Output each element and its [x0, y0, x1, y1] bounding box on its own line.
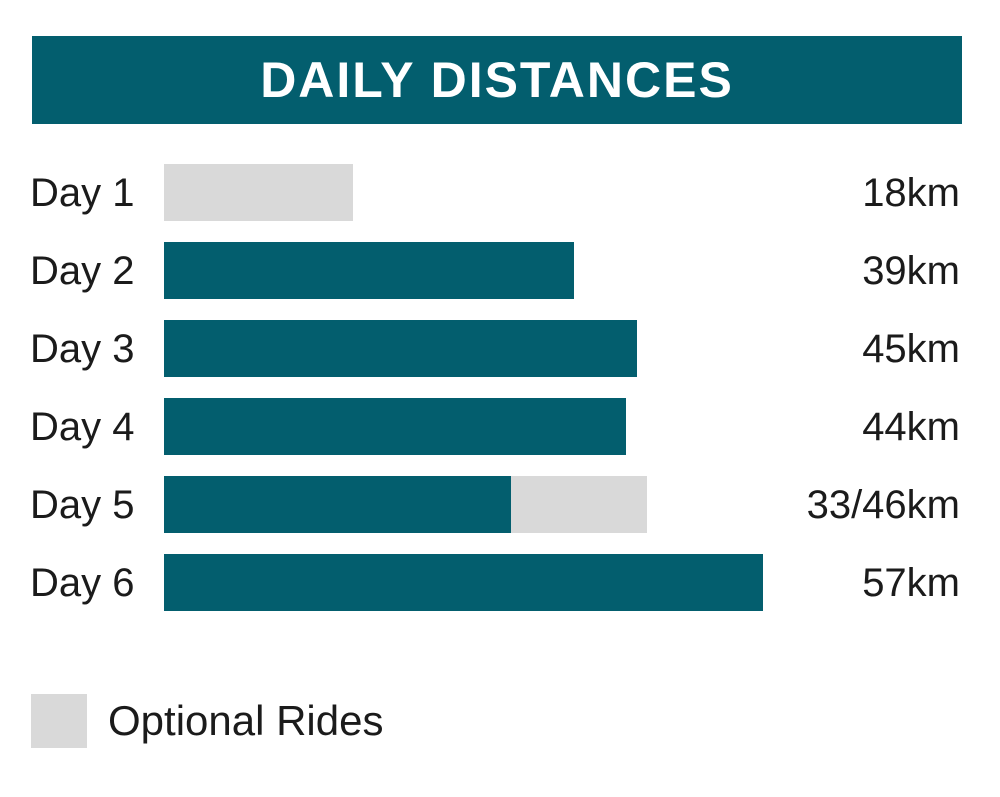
chart-row: Day 3 45km: [0, 320, 1000, 377]
chart-title-bar: DAILY DISTANCES: [32, 36, 962, 124]
bar-group: [164, 320, 637, 377]
chart-row: Day 6 57km: [0, 554, 1000, 611]
chart-row: Day 2 39km: [0, 242, 1000, 299]
legend-label: Optional Rides: [108, 697, 384, 744]
ride-bar-segment: [164, 554, 763, 611]
legend: Optional Rides: [31, 694, 383, 748]
bar-group: [164, 242, 574, 299]
ride-bar-segment: [164, 398, 626, 455]
optional-ride-bar-segment: [164, 164, 353, 221]
day-label: Day 4: [30, 404, 135, 449]
distance-label: 39km: [862, 248, 960, 293]
ride-bar-segment: [164, 476, 511, 533]
day-label: Day 3: [30, 326, 135, 371]
optional-rides-swatch: [31, 694, 87, 748]
bar-chart: Day 1 18km Day 2 39km Day 3 45km Day 4 44km Day …: [0, 164, 1000, 632]
distance-label: 44km: [862, 404, 960, 449]
bar-group: [164, 554, 763, 611]
day-label: Day 5: [30, 482, 135, 527]
bar-group: [164, 398, 626, 455]
chart-title: DAILY DISTANCES: [260, 52, 734, 108]
distance-label: 57km: [862, 560, 960, 605]
optional-ride-bar-segment: [510, 476, 647, 533]
chart-row: Day 4 44km: [0, 398, 1000, 455]
ride-bar-segment: [164, 242, 574, 299]
day-label: Day 6: [30, 560, 135, 605]
day-label: Day 1: [30, 170, 135, 215]
distance-label: 33/46km: [806, 482, 960, 527]
distance-label: 45km: [862, 326, 960, 371]
distance-label: 18km: [862, 170, 960, 215]
bar-group: [164, 164, 353, 221]
chart-row: Day 1 18km: [0, 164, 1000, 221]
day-label: Day 2: [30, 248, 135, 293]
bar-group: [164, 476, 647, 533]
ride-bar-segment: [164, 320, 637, 377]
chart-row: Day 5 33/46km: [0, 476, 1000, 533]
